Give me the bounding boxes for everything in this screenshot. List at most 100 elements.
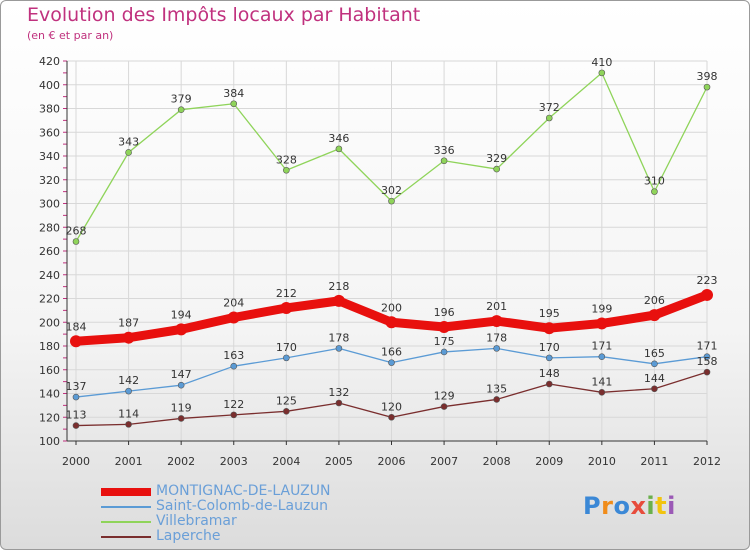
data-point: [703, 83, 711, 91]
data-label: 343: [118, 135, 139, 148]
data-point: [227, 311, 240, 324]
y-tick-label: 420: [39, 55, 60, 68]
y-tick-label: 220: [39, 293, 60, 306]
data-label: 120: [381, 400, 402, 413]
logo-letter: i: [667, 492, 676, 520]
data-point: [283, 408, 290, 415]
y-tick-label: 280: [39, 221, 60, 234]
data-point: [332, 294, 345, 307]
y-tick-label: 260: [39, 245, 60, 258]
data-point: [70, 335, 82, 348]
data-label: 372: [539, 101, 560, 114]
data-label: 125: [276, 394, 297, 407]
data-label: 384: [223, 87, 244, 100]
data-point: [493, 165, 500, 173]
data-label: 170: [539, 341, 560, 354]
data-point: [335, 145, 343, 153]
y-tick-label: 320: [39, 174, 60, 187]
data-label: 379: [171, 93, 192, 106]
data-label: 147: [171, 368, 192, 381]
data-point: [493, 396, 500, 403]
data-label: 187: [118, 317, 139, 330]
y-tick-label: 180: [39, 340, 60, 353]
data-point: [230, 100, 238, 108]
y-tick-label: 120: [39, 411, 60, 424]
x-tick-label: 2004: [272, 455, 300, 468]
data-point: [595, 317, 608, 330]
data-label: 329: [486, 152, 507, 165]
y-tick-label: 100: [39, 435, 60, 448]
logo-letter: x: [630, 492, 647, 520]
data-point: [598, 69, 606, 77]
data-point: [177, 415, 185, 422]
data-point: [72, 422, 80, 429]
data-label: 178: [328, 331, 349, 344]
data-label: 328: [276, 153, 297, 166]
data-point: [440, 157, 448, 165]
data-label: 201: [486, 300, 507, 313]
data-label: 200: [381, 301, 402, 314]
data-label: 223: [697, 274, 718, 287]
data-point: [598, 353, 606, 360]
data-point: [177, 381, 185, 389]
chart-title: Evolution des Impôts locaux par Habitant: [27, 4, 421, 26]
legend-label-villebramar: Villebramar: [156, 513, 237, 529]
data-point: [335, 345, 343, 352]
data-point: [543, 322, 556, 335]
data-point: [440, 403, 448, 410]
data-point: [125, 387, 132, 395]
data-point: [72, 238, 80, 245]
data-point: [283, 354, 290, 362]
data-label: 268: [66, 225, 87, 238]
legend-swatch-villebramar: [101, 521, 151, 523]
proxiti-logo: Proxiti: [583, 492, 676, 520]
y-tick-label: 300: [39, 198, 60, 211]
data-point: [335, 399, 343, 407]
data-label: 310: [644, 175, 665, 188]
data-label: 194: [171, 308, 192, 321]
data-label: 175: [434, 335, 455, 348]
x-tick-label: 2001: [115, 455, 143, 468]
data-point: [122, 331, 135, 344]
data-point: [385, 316, 398, 329]
y-tick-label: 400: [39, 79, 60, 92]
x-tick-label: 2000: [62, 455, 90, 468]
data-label: 129: [434, 390, 455, 403]
data-label: 184: [66, 320, 87, 333]
data-point: [493, 345, 500, 352]
legend-label-laperche: Laperche: [156, 528, 221, 544]
data-label: 141: [591, 375, 612, 388]
data-label: 336: [434, 144, 455, 157]
logo-letter: r: [601, 492, 614, 520]
data-label: 165: [644, 347, 665, 360]
y-tick-label: 380: [39, 103, 60, 116]
logo-letter: i: [646, 492, 656, 520]
y-tick-label: 140: [39, 388, 60, 401]
data-label: 218: [328, 280, 349, 293]
data-label: 166: [381, 346, 402, 359]
legend-swatch-saint-colomb: [101, 506, 151, 508]
legend-swatch-montignac: [101, 488, 151, 496]
data-point: [125, 421, 132, 428]
data-label: 410: [591, 56, 612, 69]
data-point: [388, 359, 395, 366]
data-point: [651, 188, 658, 195]
x-tick-label: 2008: [483, 455, 511, 468]
x-tick-label: 2009: [535, 455, 563, 468]
data-point: [490, 315, 503, 328]
data-point: [388, 197, 395, 205]
data-label: 113: [66, 409, 87, 422]
data-point: [651, 360, 658, 368]
data-point: [703, 353, 711, 360]
data-label: 122: [223, 398, 244, 411]
data-label: 170: [276, 341, 297, 354]
logo-letter: t: [655, 492, 668, 520]
data-label: 171: [591, 340, 612, 353]
data-point: [283, 166, 290, 174]
x-tick-label: 2007: [430, 455, 458, 468]
y-tick-label: 200: [39, 316, 60, 329]
data-point: [72, 393, 80, 401]
data-label: 178: [486, 331, 507, 344]
